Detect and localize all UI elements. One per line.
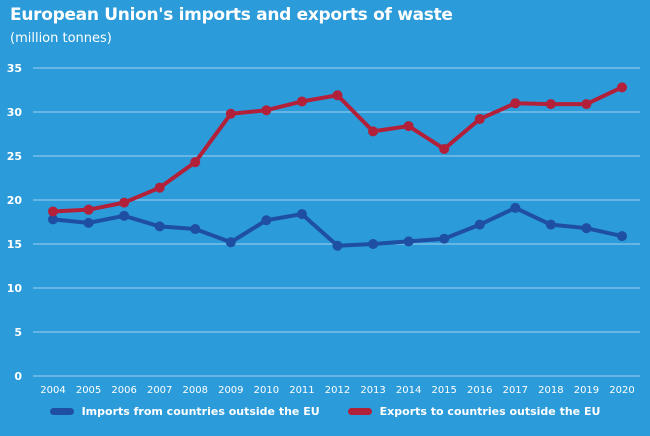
x-tick-label: 2018 <box>538 385 563 396</box>
data-point <box>474 114 485 125</box>
x-tick-label: 2020 <box>609 385 634 396</box>
x-tick-label: 2014 <box>396 385 421 396</box>
data-point <box>617 82 627 93</box>
x-tick-label: 2009 <box>218 385 243 396</box>
data-point <box>581 99 592 110</box>
data-point <box>261 215 272 226</box>
data-point <box>261 105 272 116</box>
legend-swatch-exports <box>347 408 372 415</box>
data-point <box>48 206 58 217</box>
y-tick-label: 20 <box>7 194 23 207</box>
data-point <box>474 219 485 230</box>
data-point <box>368 239 379 249</box>
data-point <box>368 126 379 137</box>
data-point <box>83 204 94 215</box>
x-tick-label: 2010 <box>254 385 279 396</box>
x-tick-label: 2004 <box>40 385 65 396</box>
x-tick-label: 2017 <box>503 385 528 396</box>
data-point <box>48 214 58 225</box>
legend-item-imports: Imports from countries outside the EU <box>49 405 320 418</box>
data-point <box>332 240 343 251</box>
data-point <box>225 237 236 248</box>
y-tick-label: 10 <box>7 282 23 295</box>
data-point <box>545 219 556 230</box>
data-point <box>403 236 414 247</box>
data-point <box>225 108 236 119</box>
legend-item-exports: Exports to countries outside the EU <box>347 405 601 418</box>
chart-title: European Union's imports and exports of … <box>10 5 453 25</box>
series-line-1 <box>52 85 623 214</box>
data-point <box>617 231 627 242</box>
data-point <box>190 157 201 168</box>
data-point <box>510 202 521 213</box>
y-tick-label: 0 <box>14 370 22 383</box>
x-tick-label: 2007 <box>147 385 172 396</box>
chart-subtitle: (million tonnes) <box>10 31 112 46</box>
y-tick-label: 35 <box>7 62 22 75</box>
legend-label-exports: Exports to countries outside the EU <box>379 405 601 418</box>
legend-label-imports: Imports from countries outside the EU <box>81 405 320 418</box>
x-tick-label: 2011 <box>289 385 314 396</box>
data-point <box>154 221 165 232</box>
data-point <box>190 224 201 235</box>
y-tick-label: 30 <box>7 106 23 119</box>
x-tick-label: 2019 <box>574 385 599 396</box>
data-point <box>154 182 165 193</box>
data-point <box>119 197 130 208</box>
data-point <box>296 96 307 107</box>
data-point <box>403 121 414 132</box>
series-line-0 <box>52 205 623 248</box>
y-tick-label: 5 <box>14 326 22 339</box>
data-point <box>581 223 592 234</box>
data-point <box>439 143 450 154</box>
y-tick-label: 15 <box>7 238 22 251</box>
data-point <box>439 233 450 244</box>
x-tick-label: 2016 <box>467 385 492 396</box>
x-tick-label: 2015 <box>431 385 456 396</box>
legend: Imports from countries outside the EU Ex… <box>0 405 650 418</box>
x-tick-label: 2012 <box>325 385 350 396</box>
x-tick-label: 2013 <box>360 385 385 396</box>
x-tick-label: 2006 <box>111 385 136 396</box>
data-point <box>545 99 556 110</box>
data-point <box>332 90 343 101</box>
y-tick-label: 25 <box>7 150 22 163</box>
line-chart: 0 5 10 15 20 25 30 35 2004 2005 2006 2007 2008 2009 20… <box>7 62 640 396</box>
x-tick-label: 2008 <box>183 385 208 396</box>
data-point <box>510 98 521 109</box>
legend-swatch-imports <box>49 408 74 415</box>
data-point <box>83 217 94 228</box>
x-tick-label: 2005 <box>76 385 101 396</box>
data-point <box>119 210 130 221</box>
data-point <box>296 209 307 220</box>
